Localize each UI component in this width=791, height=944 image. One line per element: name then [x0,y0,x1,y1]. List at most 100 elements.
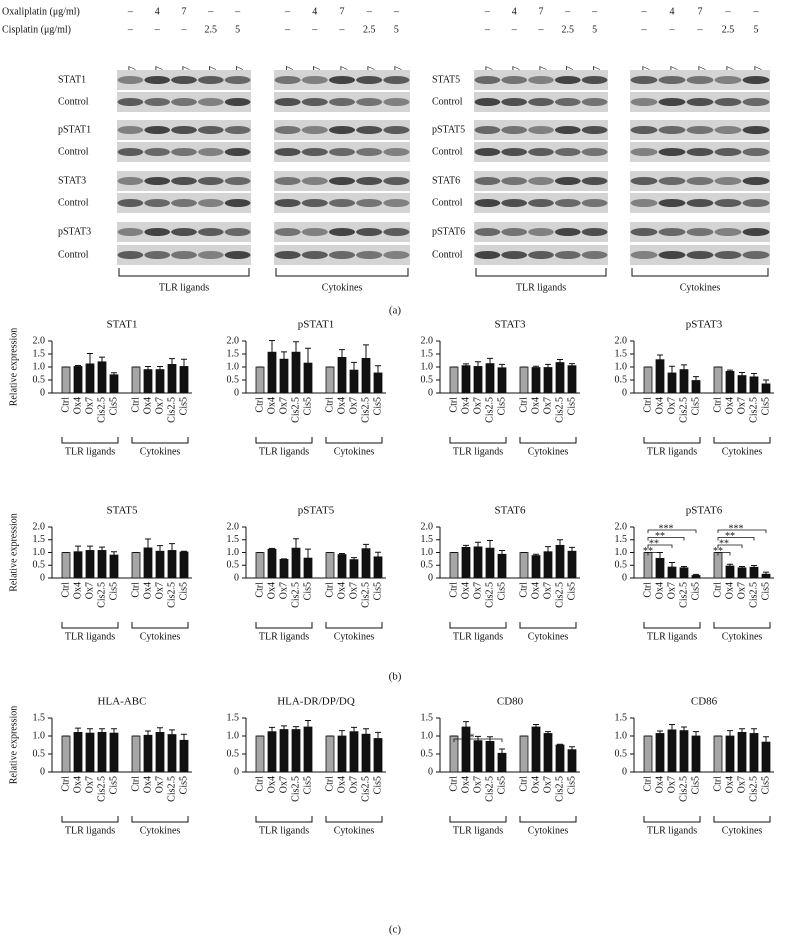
bar [713,366,723,394]
blot-band [144,126,171,134]
bar [291,351,301,394]
y-tick-label: 1.0 [33,730,46,741]
blot-band [274,148,301,156]
blot-band [528,126,554,134]
blot-band [356,76,383,84]
bar [143,547,153,579]
blot-band [554,228,581,236]
group-bracket [131,437,189,444]
blot-band [171,98,197,106]
error-bar [463,363,469,366]
blot-band [658,98,686,106]
bar [655,733,665,773]
bar [325,735,335,773]
dose-label: 2.5 [722,24,735,35]
group-label: Cytokines [722,631,763,642]
bar [543,733,553,773]
row-label: pSTAT3 [58,226,91,237]
x-tick-label: Cis2.5 [166,776,177,802]
dose-label: 2.5 [205,24,218,35]
row-label: Control [58,146,89,157]
error-bar [99,546,105,551]
x-tick-label: Cis5 [108,397,119,415]
x-tick-label: Cis5 [302,776,313,794]
x-tick-label: Ctrl [254,582,265,598]
y-tick-label: 1.5 [421,534,434,545]
x-tick-label: Cis5 [760,397,771,415]
chart-title: CD80 [497,696,524,708]
blot-band [474,228,501,236]
y-tick-label: 1.5 [33,348,46,359]
group-label: TLR ligands [65,825,115,836]
x-tick-label: Ox4 [724,397,735,414]
blot-band [686,76,714,84]
y-tick-label: 0.5 [227,560,240,571]
blot-band [554,98,581,106]
error-bar [739,566,745,568]
dose-label: 5 [394,24,399,35]
x-tick-label: Cis2.5 [748,397,759,423]
significance-label: ** [719,538,729,549]
blot-band [581,251,608,259]
error-bar [727,369,733,372]
group-bracket [325,622,383,629]
error-bar [293,538,299,549]
blot-band [581,148,608,156]
x-tick-label: Cis5 [372,582,383,600]
bar [361,358,371,394]
blot-band [356,199,383,207]
dose-label: 7 [698,6,703,17]
x-tick-label: Ctrl [712,397,723,413]
x-tick-label: Ctrl [642,397,653,413]
significance-label: ** [643,546,653,557]
blot-band [144,199,171,207]
error-bar [681,566,687,568]
x-tick-label: Cis2.5 [290,397,301,423]
x-tick-label: Cis5 [178,582,189,600]
x-tick-label: Ctrl [518,776,529,792]
error-bar [281,351,287,360]
dose-label: 4 [512,6,517,17]
blot-band [630,98,658,106]
y-tick-label: 1.5 [227,348,240,359]
blot-strip [474,120,608,140]
bar [473,546,483,579]
blot-band [224,126,251,134]
error-bar [545,363,551,368]
blot-band [171,126,197,134]
error-bar [157,727,163,733]
group-label: Cytokines [722,446,763,457]
x-tick-label: Ctrl [642,582,653,598]
bar [279,729,289,773]
error-bar [339,349,345,358]
bar [725,565,735,579]
chart-title: STAT6 [495,505,526,517]
x-tick-label: Ox7 [542,776,553,793]
group-label: Cytokines [334,631,375,642]
bar [679,730,689,773]
significance-label: *** [659,523,674,534]
x-tick-label: Ctrl [60,776,71,792]
bar [473,366,483,394]
y-tick-label: 0.5 [615,748,628,759]
bar [531,726,541,773]
row-label: pSTAT6 [432,226,465,237]
bar [167,550,177,579]
dose-label: 7 [182,6,187,17]
bar [725,735,735,773]
x-tick-label: Ctrl [130,582,141,598]
bar [337,554,347,579]
bar [279,358,289,394]
y-tick-label: 1.0 [421,730,434,741]
error-bar [751,565,757,568]
blot-band [301,126,328,134]
bar [679,567,689,579]
blot-band [742,199,770,207]
bar [485,547,495,579]
blot-band [554,251,581,259]
bar [97,550,107,579]
x-tick-label: Cis5 [496,776,507,794]
x-tick-label: Cis5 [760,776,771,794]
x-tick-label: Cis2.5 [484,776,495,802]
error-bar [75,364,81,367]
